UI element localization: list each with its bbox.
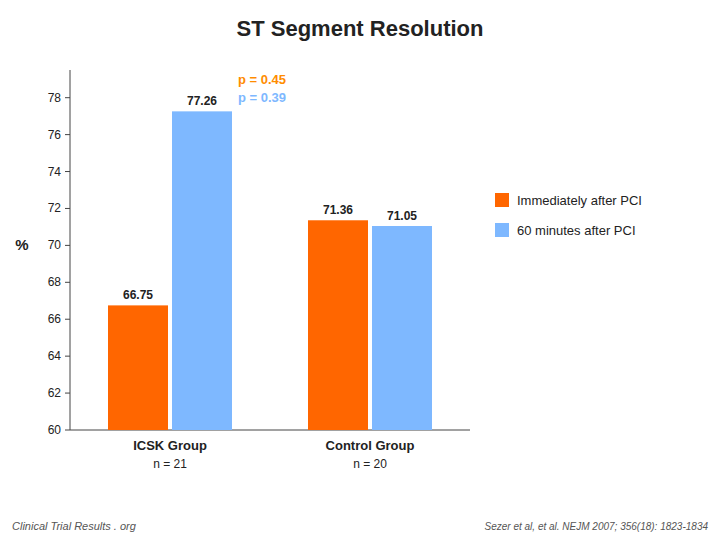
annotation: p = 0.39 [238,90,286,105]
legend-swatch [495,193,509,207]
legend: Immediately after PCI 60 minutes after PC… [495,193,642,238]
annotation: p = 0.45 [238,72,286,87]
y-tick [65,208,70,209]
y-tick [65,356,70,357]
legend-entry: 60 minutes after PCI [517,223,636,238]
y-tick [65,430,70,431]
y-tick [65,97,70,98]
bar [108,305,168,430]
bars [108,111,432,430]
data-label: 71.36 [323,203,353,217]
data-label: 77.26 [187,94,217,108]
chart: ST Segment Resolution 60 62 64 66 68 70 72 74 76 7… [0,0,720,540]
y-tick [65,319,70,320]
legend-swatch [495,223,509,237]
y-tick-label: 76 [48,128,62,142]
y-tick-label: 66 [48,312,62,326]
data-label: 66.75 [123,288,153,302]
y-tick [65,171,70,172]
group-note: n = 20 [353,457,387,471]
footnote: Clinical Trial Results . org [12,520,137,532]
bar [172,111,232,430]
x-tick-label: Control Group [326,438,415,453]
y-tick-label: 60 [48,423,62,437]
legend-entry: Immediately after PCI [517,193,642,208]
bar [308,220,368,430]
y-tick-label: 68 [48,275,62,289]
title: ST Segment Resolution [237,16,484,41]
annotations: p = 0.45 p = 0.39 [238,72,286,105]
data-label: 71.05 [387,209,417,223]
y-axis-label: % [15,236,28,253]
y-axis: 60 62 64 66 68 70 72 74 76 78 [48,70,70,437]
data-labels: 66.75 71.36 77.26 71.05 [123,94,417,302]
y-tick [65,393,70,394]
y-tick [65,134,70,135]
y-tick-label: 70 [48,238,62,252]
y-tick-label: 62 [48,386,62,400]
y-tick-label: 72 [48,201,62,215]
y-tick [65,245,70,246]
x-tick-label: ICSK Group [133,438,207,453]
y-tick-label: 64 [48,349,62,363]
y-tick [65,282,70,283]
bar [372,226,432,430]
group-note: n = 21 [153,457,187,471]
y-tick-label: 74 [48,165,62,179]
y-tick-label: 78 [48,91,62,105]
y-axis-line [70,70,71,430]
footnote: Sezer et al, et al. NEJM 2007; 356(18): … [485,521,709,532]
